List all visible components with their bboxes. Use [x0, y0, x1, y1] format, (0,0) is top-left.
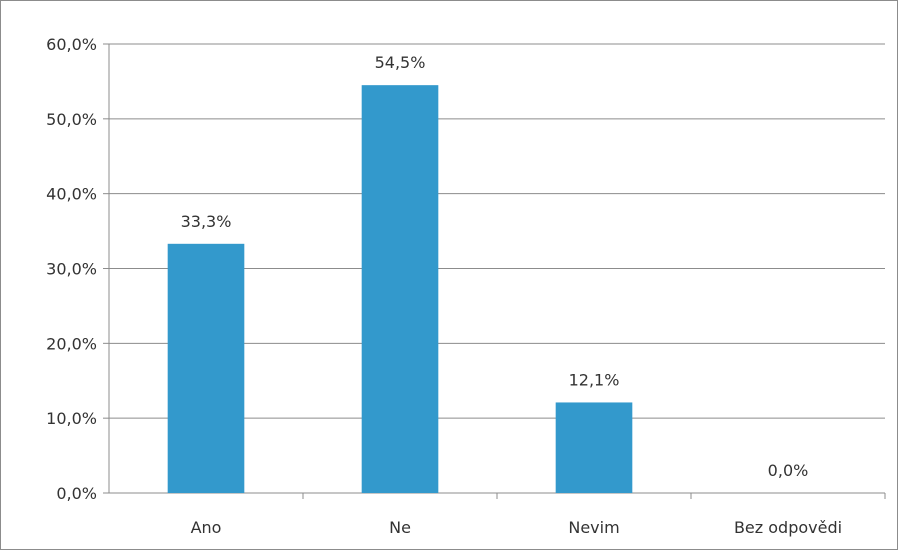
- category-label: Nevim: [568, 518, 619, 537]
- y-tick-label: 0,0%: [56, 484, 97, 503]
- bar-ano: [167, 243, 245, 493]
- category-label: Ne: [389, 518, 411, 537]
- y-tick-label: 40,0%: [46, 185, 97, 204]
- data-label: 12,1%: [569, 370, 620, 389]
- y-tick-label: 10,0%: [46, 409, 97, 428]
- data-label: 33,3%: [181, 212, 232, 231]
- y-tick-label: 30,0%: [46, 260, 97, 279]
- data-label: 0,0%: [768, 461, 809, 480]
- bar-nevim: [555, 402, 633, 493]
- category-label: Ano: [191, 518, 222, 537]
- y-tick-label: 50,0%: [46, 110, 97, 129]
- category-label: Bez odpovědi: [734, 518, 842, 537]
- bar-ne: [361, 85, 439, 494]
- y-tick-label: 60,0%: [46, 35, 97, 54]
- y-tick-label: 20,0%: [46, 334, 97, 353]
- data-label: 54,5%: [375, 53, 426, 72]
